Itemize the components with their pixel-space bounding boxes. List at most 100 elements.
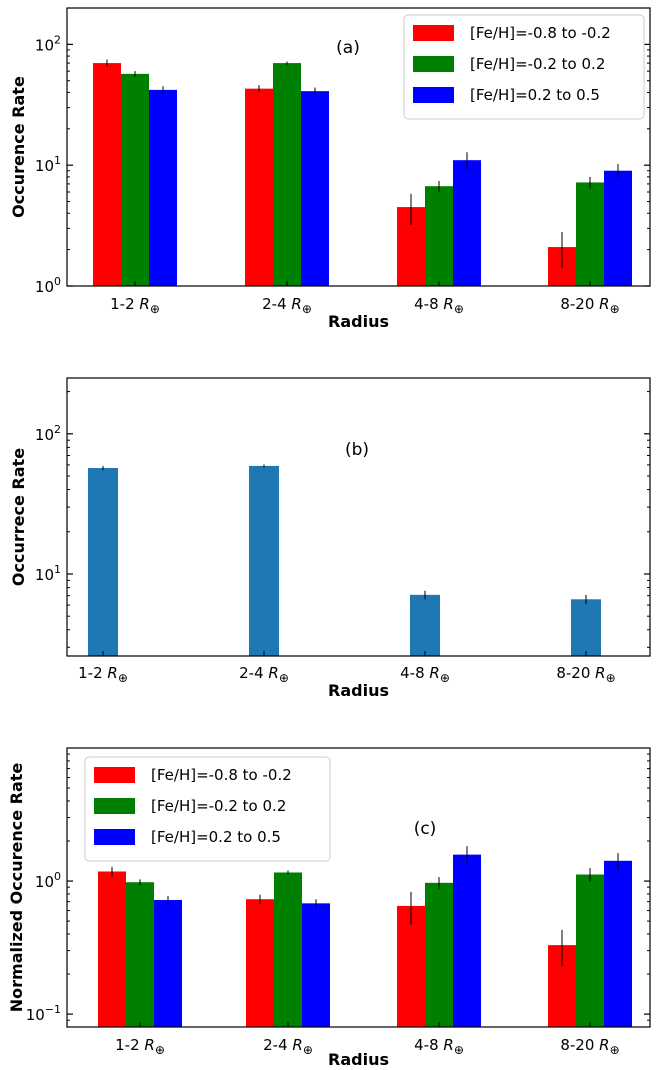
- x-tick-subscript: ⊕: [279, 671, 289, 685]
- legend-label: [Fe/H]=-0.2 to 0.2: [470, 55, 605, 73]
- y-tick-label: 100: [35, 870, 61, 891]
- x-tick-label: 8-20 R⊕: [556, 664, 615, 685]
- x-tick-label: 1-2 R⊕: [115, 1036, 165, 1057]
- x-tick-unit: R: [443, 295, 453, 313]
- y-axis-label: Occurrece Rate: [9, 448, 28, 586]
- bar: [93, 63, 121, 286]
- y-axis-label: Normalized Occurence Rate: [7, 763, 26, 1013]
- bar: [98, 871, 126, 1027]
- x-tick-label: 8-20 R⊕: [560, 295, 619, 316]
- panel-label: (b): [345, 440, 369, 460]
- panel-label: (c): [414, 819, 437, 839]
- bar: [425, 882, 453, 1027]
- bar: [301, 91, 329, 286]
- chart-panel-2: 101 102 1-2 R⊕ 2-4 R⊕ 4-8 R⊕ 8-20 R⊕ Radius Occ…: [9, 377, 651, 700]
- bars: [88, 464, 601, 656]
- x-tick-subscript: ⊕: [454, 1043, 464, 1057]
- legend-box: [403, 14, 645, 120]
- bar: [576, 874, 604, 1027]
- y-tick-exponent: 1: [54, 563, 61, 576]
- y-tick-label: 102: [35, 33, 61, 54]
- legend-label: [Fe/H]=-0.2 to 0.2: [151, 797, 286, 815]
- x-tick-subscript: ⊕: [303, 1043, 313, 1057]
- bar: [453, 854, 481, 1027]
- y-tick-exponent: −1: [45, 1003, 61, 1016]
- x-tick-unit: R: [107, 664, 117, 682]
- legend-box: [84, 756, 331, 862]
- legend-swatch: [94, 767, 135, 783]
- x-tick-subscript: ⊕: [610, 1043, 620, 1057]
- x-tick-unit: R: [292, 1036, 302, 1054]
- x-tick-unit: R: [291, 295, 301, 313]
- plot-frame: [66, 7, 651, 287]
- y-tick-exponent: 2: [54, 423, 61, 436]
- bar: [571, 599, 601, 656]
- legend: [Fe/H]=-0.8 to -0.2 [Fe/H]=-0.2 to 0.2 [Fe…: [84, 756, 331, 862]
- y-ticks: 101 102: [35, 423, 650, 584]
- x-axis-label: Radius: [328, 681, 389, 700]
- bar: [576, 182, 604, 286]
- x-tick-subscript: ⊕: [302, 302, 312, 316]
- bar: [154, 900, 182, 1027]
- x-tick-subscript: ⊕: [155, 1043, 165, 1057]
- x-tick-unit: R: [144, 1036, 154, 1054]
- x-tick-subscript: ⊕: [606, 671, 616, 685]
- x-tick-unit: R: [139, 295, 149, 313]
- bar: [604, 860, 632, 1027]
- bar: [397, 905, 425, 1027]
- x-tick-unit: R: [429, 664, 439, 682]
- legend-swatch: [94, 829, 135, 845]
- x-tick-subscript: ⊕: [118, 671, 128, 685]
- x-tick-subscript: ⊕: [150, 302, 160, 316]
- x-tick-label: 8-20 R⊕: [560, 1036, 619, 1057]
- bar: [273, 63, 301, 286]
- x-axis-label: Radius: [328, 312, 389, 331]
- x-ticks: 1-2 R⊕ 2-4 R⊕ 4-8 R⊕ 8-20 R⊕: [115, 1022, 620, 1057]
- legend-label: [Fe/H]=0.2 to 0.5: [470, 86, 600, 104]
- x-tick-label: 1-2 R⊕: [110, 295, 160, 316]
- legend-label: [Fe/H]=-0.8 to -0.2: [470, 24, 611, 42]
- chart-panel-3: 10−1 100 1-2 R⊕ 2-4 R⊕ 4-8 R⊕ 8-20 R⊕ Radius No…: [7, 747, 651, 1069]
- bar: [425, 186, 453, 286]
- bars: [93, 59, 632, 287]
- y-tick-label: 102: [35, 423, 61, 444]
- y-tick-label: 100: [35, 275, 61, 296]
- plot-frame: [66, 747, 651, 1028]
- bars: [98, 846, 632, 1027]
- legend-swatch: [413, 25, 454, 41]
- bar: [302, 903, 330, 1027]
- x-axis-label: Radius: [328, 1050, 389, 1069]
- y-tick-exponent: 0: [54, 275, 61, 288]
- bar: [121, 73, 149, 287]
- bar: [604, 170, 632, 286]
- bar: [453, 160, 481, 286]
- y-tick-label: 101: [35, 563, 61, 584]
- bar: [245, 88, 273, 286]
- bar: [274, 872, 302, 1027]
- panel-label: (a): [336, 38, 360, 58]
- legend: [Fe/H]=-0.8 to -0.2 [Fe/H]=-0.2 to 0.2 [Fe…: [403, 14, 645, 120]
- minor-ticks: [67, 391, 650, 648]
- x-tick-subscript: ⊕: [454, 302, 464, 316]
- x-tick-subscript: ⊕: [610, 302, 620, 316]
- legend-label: [Fe/H]=-0.8 to -0.2: [151, 766, 292, 784]
- x-tick-label: 2-4 R⊕: [239, 664, 289, 685]
- y-tick-label: 10−1: [26, 1003, 61, 1024]
- x-tick-unit: R: [443, 1036, 453, 1054]
- x-ticks: 1-2 R⊕ 2-4 R⊕ 4-8 R⊕ 8-20 R⊕: [78, 651, 616, 685]
- bar: [126, 882, 154, 1027]
- x-tick-label: 4-8 R⊕: [400, 664, 450, 685]
- x-tick-unit: R: [599, 295, 609, 313]
- bar: [410, 594, 440, 656]
- legend-swatch: [413, 56, 454, 72]
- x-ticks: 1-2 R⊕ 2-4 R⊕ 4-8 R⊕ 8-20 R⊕: [110, 281, 620, 316]
- bar: [88, 468, 118, 656]
- x-tick-unit: R: [595, 664, 605, 682]
- x-tick-label: 4-8 R⊕: [414, 295, 464, 316]
- y-tick-exponent: 1: [54, 154, 61, 167]
- bar: [249, 465, 279, 656]
- plot-frame: [66, 377, 651, 657]
- y-tick-label: 101: [35, 154, 61, 175]
